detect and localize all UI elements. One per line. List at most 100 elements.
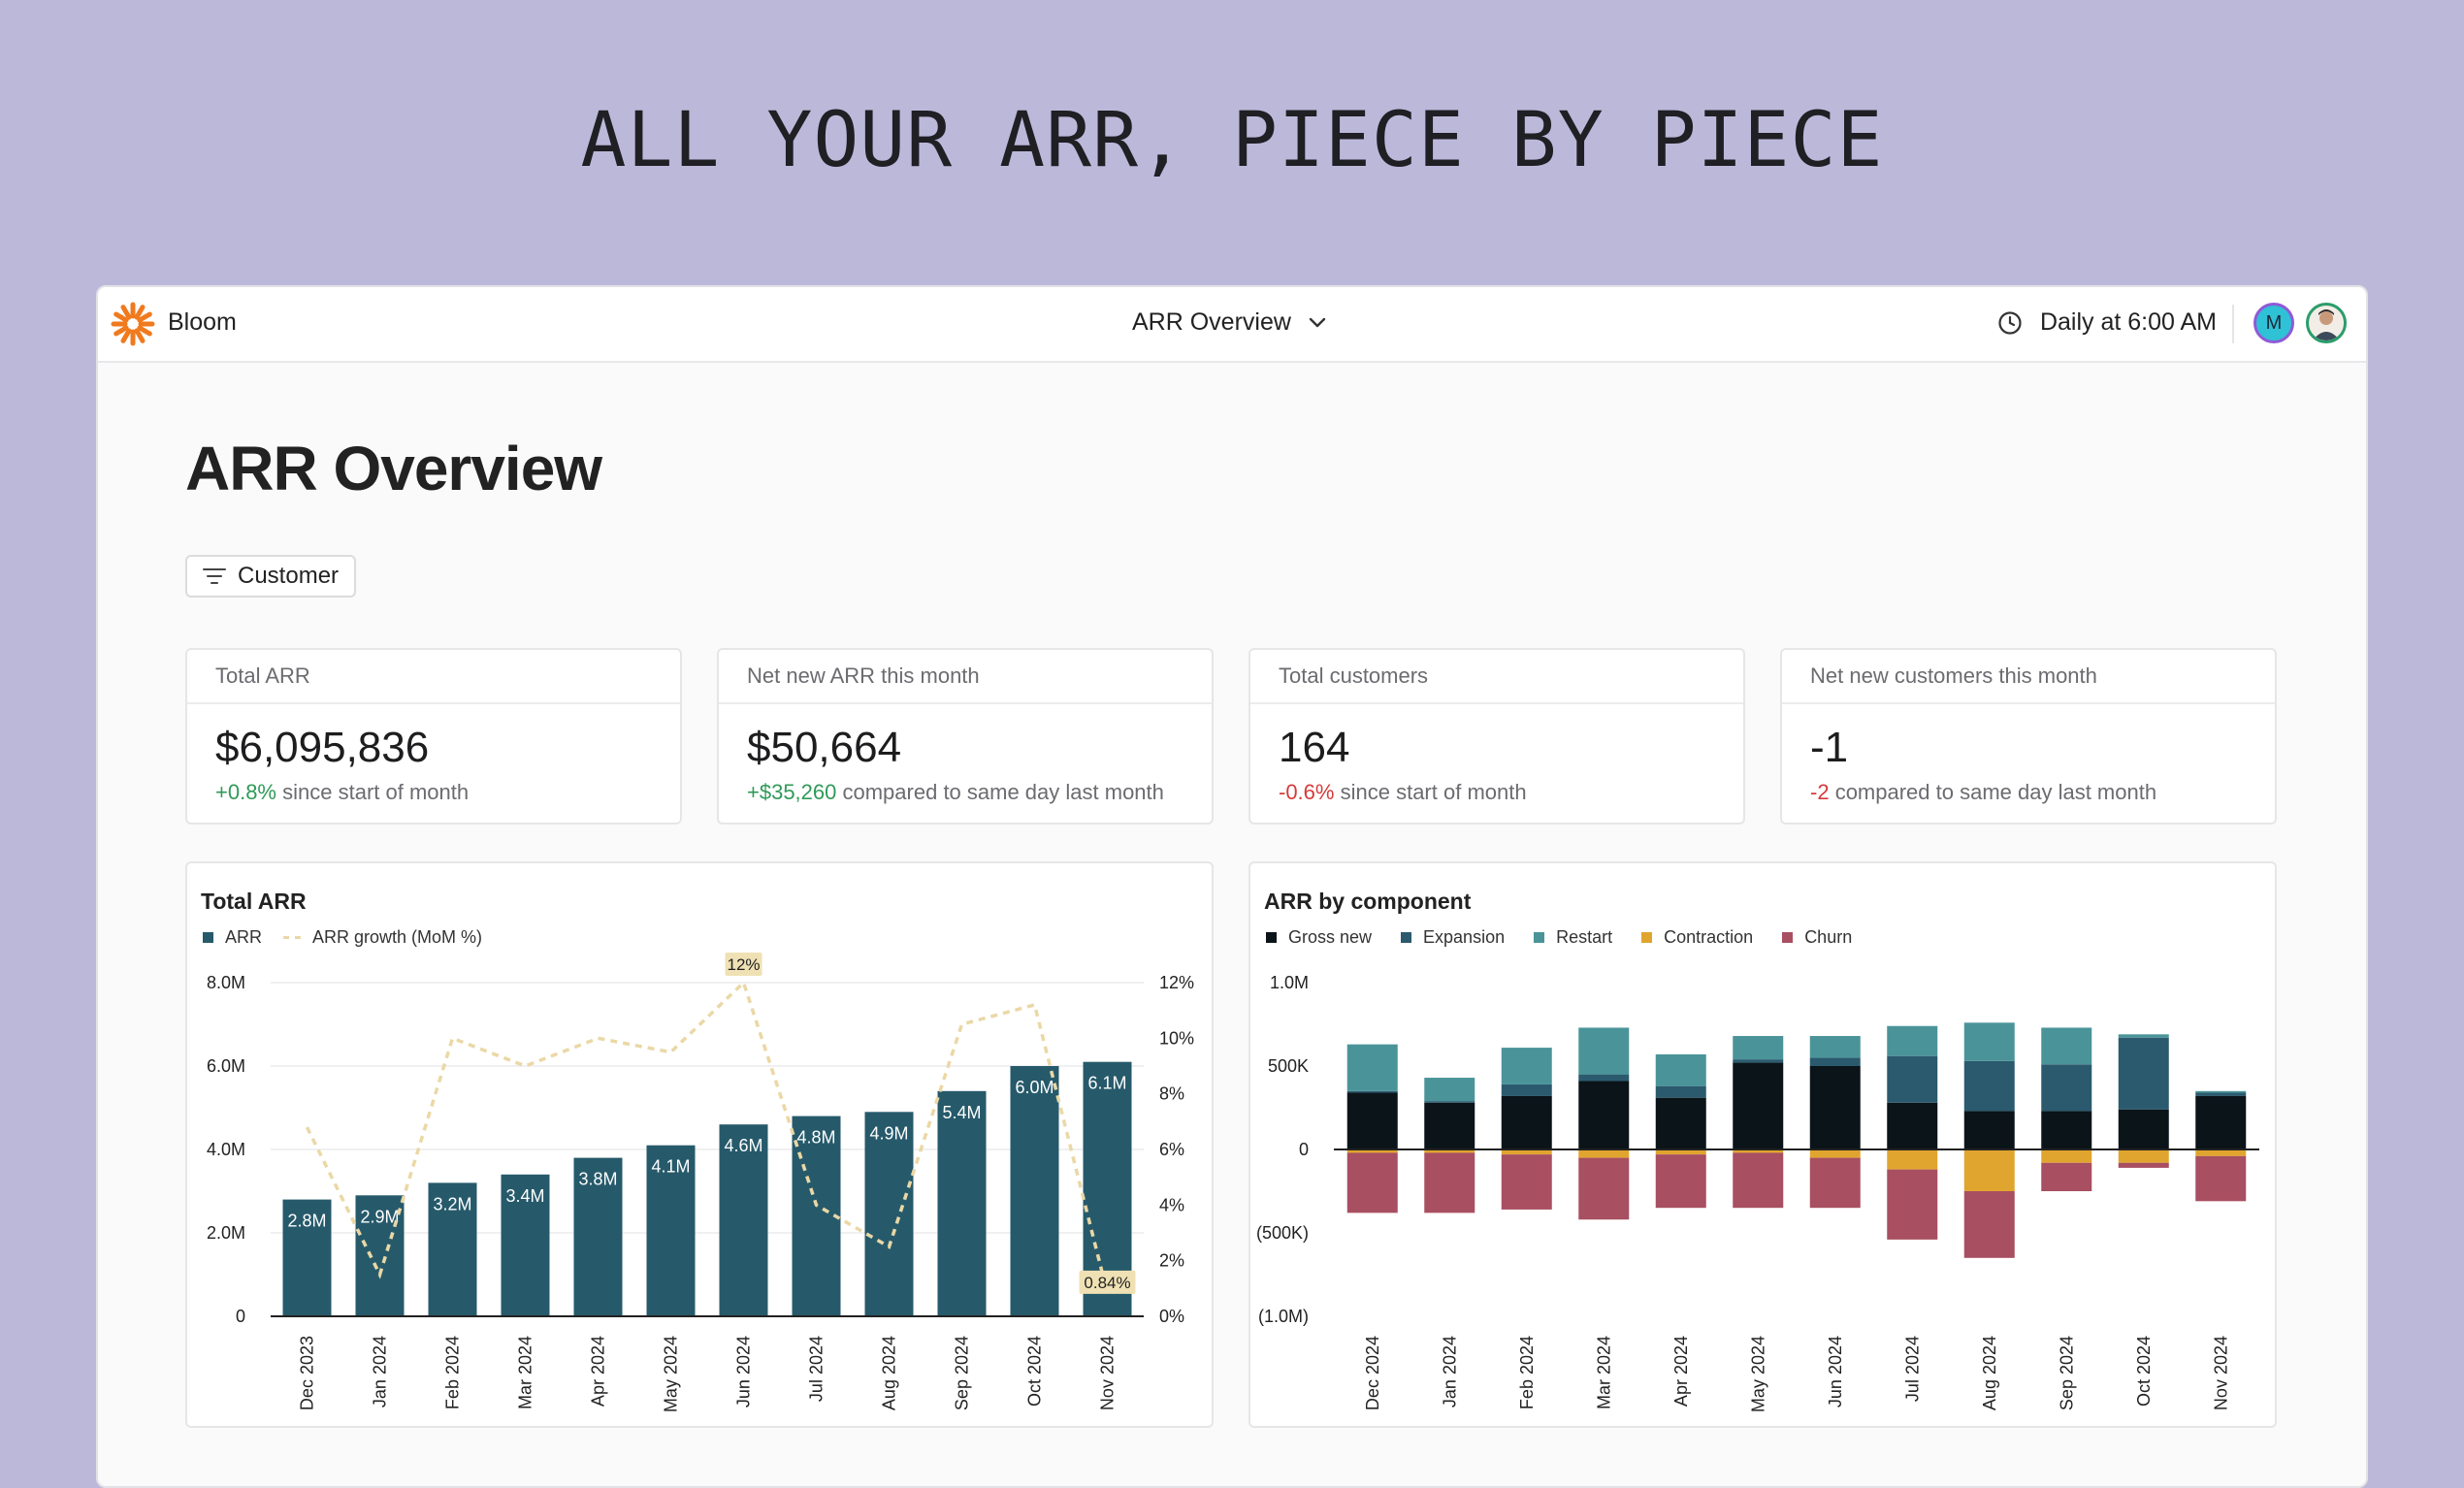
bar-label: 4.9M (869, 1123, 908, 1143)
x-tick-label: Sep 2024 (953, 1336, 972, 1410)
bar-arr (864, 1112, 914, 1316)
bar-segment-restart (1887, 1025, 1938, 1056)
bar-segment-contraction (1887, 1149, 1938, 1170)
bar-segment-restart (1424, 1078, 1475, 1102)
x-tick-label: Jul 2024 (1902, 1336, 1922, 1402)
bar-segment-expansion (1887, 1055, 1938, 1103)
kpi-delta-context: since start of month (282, 780, 470, 804)
bar-segment-expansion (2118, 1037, 2169, 1110)
kpi-label: Net new customers this month (1782, 650, 2275, 704)
kpi-label: Total ARR (187, 650, 680, 704)
total-arr-chart: 0 2.0M 4.0M 6.0M 8.0M 0% 2% 4% 6% 8% 10% 12% 2.8M Dec… (207, 953, 1194, 1412)
bar-arr (428, 1182, 477, 1316)
clock-icon (1998, 310, 2022, 335)
kpi-net-new-customers: Net new customers this month -1 -2 compa… (1780, 648, 2277, 825)
kpi-delta: -2 (1810, 780, 1830, 804)
schedule-button[interactable]: Daily at 6:00 AM (1997, 308, 2217, 337)
annotation-box (725, 953, 762, 976)
bar-segment-gross-new (1733, 1062, 1784, 1149)
legend-item-restart[interactable]: Restart (1534, 927, 1612, 948)
bar-arr (719, 1124, 768, 1316)
bar-segment-restart (2118, 1034, 2169, 1038)
bloom-logo-icon (111, 302, 155, 346)
bar-arr (937, 1090, 987, 1316)
y-tick: 1.0M (1270, 973, 1309, 992)
annotation-label: 12% (727, 955, 760, 974)
y-tick-right: 12% (1159, 973, 1194, 992)
bar-segment-contraction (1963, 1149, 2015, 1191)
bar-segment-expansion (1501, 1084, 1552, 1096)
bar-segment-restart (1733, 1036, 1784, 1060)
bar-label: 5.4M (942, 1103, 981, 1122)
bar-segment-expansion (1346, 1090, 1398, 1093)
logo-ray (113, 325, 129, 337)
bar-segment-expansion (1655, 1085, 1706, 1098)
avatar-user-photo[interactable] (2306, 303, 2347, 343)
bar-segment-gross-new (1809, 1066, 1861, 1149)
kpi-total-arr: Total ARR $6,095,836 +0.8% since start o… (185, 648, 682, 825)
logo-ray (134, 305, 146, 320)
bar-segment-restart (1655, 1053, 1706, 1086)
legend-item-expansion[interactable]: Expansion (1401, 927, 1505, 948)
arr-by-component-chart: (1.0M) (500K) 0 500K 1.0M Dec 2024 Jan 2024 Feb… (1256, 973, 2259, 1412)
bar-label: 4.1M (651, 1157, 690, 1177)
annotation-box (1079, 1270, 1136, 1294)
x-tick-label: Feb 2024 (443, 1336, 463, 1409)
top-bar: Bloom ARR Overview Daily at 6:00 AM M (98, 287, 2366, 363)
kpi-value: $6,095,836 (215, 724, 430, 771)
bar-label: 4.6M (724, 1136, 762, 1155)
bar-segment-gross-new (1887, 1102, 1938, 1149)
y-tick-left: 8.0M (207, 973, 245, 992)
bar-segment-restart (1809, 1036, 1861, 1058)
bar-segment-gross-new (2041, 1111, 2092, 1149)
x-tick-label: Oct 2024 (1025, 1336, 1045, 1407)
dashboard-selector[interactable]: ARR Overview (1132, 308, 1326, 337)
bar-label: 4.8M (796, 1128, 835, 1148)
y-tick: (1.0M) (1258, 1307, 1309, 1326)
bar-segment-expansion (2195, 1092, 2247, 1096)
bar-arr (646, 1145, 696, 1316)
logo-ray (137, 311, 152, 323)
kpi-delta-context: since start of month (1340, 780, 1527, 804)
legend-item-arr-growth[interactable]: ARR growth (MoM %) (283, 927, 482, 948)
legend-item-churn[interactable]: Churn (1782, 927, 1852, 948)
bar-segment-gross-new (1578, 1081, 1630, 1149)
legend-item-arr[interactable]: ARR (203, 927, 262, 948)
bar-segment-churn (2041, 1162, 2092, 1191)
arr-by-component-chart-card: ARR by component Gross new Expansion Res… (1248, 861, 2277, 1428)
person-icon (2313, 309, 2340, 340)
kpi-value: 164 (1279, 724, 1350, 771)
x-tick-label: Mar 2024 (1594, 1336, 1613, 1409)
x-tick-label: Jun 2024 (1826, 1336, 1845, 1407)
x-tick-label: Dec 2023 (298, 1336, 317, 1410)
bar-segment-expansion (1733, 1059, 1784, 1063)
y-tick-right: 4% (1159, 1195, 1184, 1214)
x-tick-label: Apr 2024 (589, 1336, 608, 1407)
legend-item-contraction[interactable]: Contraction (1641, 927, 1753, 948)
x-tick-label: Aug 2024 (1980, 1336, 1999, 1410)
annotation-label: 0.84% (1084, 1274, 1130, 1292)
kpi-label: Net new ARR this month (719, 650, 1212, 704)
bar-segment-churn (1346, 1152, 1398, 1213)
x-tick-label: Nov 2024 (2211, 1336, 2230, 1410)
schedule-label: Daily at 6:00 AM (2039, 308, 2217, 336)
bar-segment-contraction (2041, 1149, 2092, 1163)
bar-segment-churn (1887, 1169, 1938, 1240)
legend-item-gross-new[interactable]: Gross new (1266, 927, 1372, 948)
dashboard-selector-label: ARR Overview (1132, 308, 1291, 336)
kpi-delta: +0.8% (215, 780, 276, 804)
customer-filter-button[interactable]: Customer (185, 555, 357, 598)
bar-segment-contraction (1578, 1149, 1630, 1158)
y-tick: 500K (1268, 1056, 1309, 1076)
bar-segment-churn (2118, 1162, 2169, 1168)
x-tick-label: Aug 2024 (880, 1336, 899, 1410)
avatar-user-m[interactable]: M (2253, 303, 2294, 343)
chart-legend: ARR ARR growth (MoM %) (203, 927, 482, 948)
divider (2232, 305, 2234, 343)
y-tick-left: 4.0M (207, 1140, 245, 1159)
bar-segment-gross-new (1963, 1111, 2015, 1149)
y-tick-left: 0 (236, 1307, 245, 1326)
filter-label: Customer (238, 563, 340, 589)
kpi-value: $50,664 (747, 724, 902, 771)
bar-segment-contraction (2118, 1149, 2169, 1163)
